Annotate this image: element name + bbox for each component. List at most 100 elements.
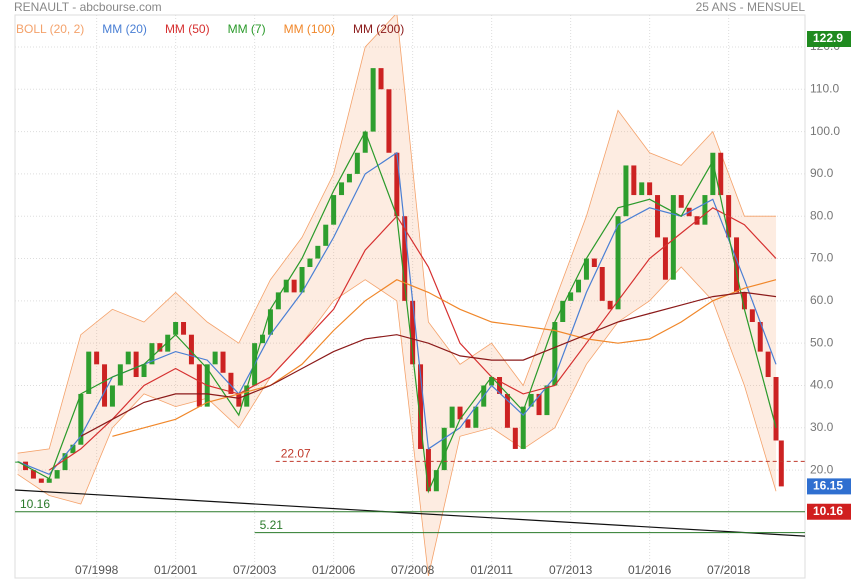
candle: [639, 182, 645, 196]
candle: [283, 279, 289, 293]
plot-layer: [15, 15, 805, 578]
x-tick-label: 07/2008: [391, 563, 435, 577]
candle: [552, 322, 558, 386]
legend-entry: MM (7): [228, 22, 266, 36]
candle: [607, 300, 613, 310]
candle: [181, 322, 187, 335]
x-tick-label: 01/2016: [628, 563, 672, 577]
candle: [102, 364, 108, 407]
candle: [188, 334, 194, 365]
y-tick-label: 40.0: [810, 378, 834, 392]
candle: [473, 406, 479, 428]
candle: [599, 266, 605, 301]
candle: [267, 309, 273, 335]
candle: [741, 292, 747, 310]
legend-entry: MM (20): [102, 22, 147, 36]
candle: [457, 406, 463, 420]
candle: [749, 309, 755, 323]
trendline: [15, 489, 805, 537]
candle: [773, 377, 779, 441]
candle: [655, 195, 661, 238]
x-tick-label: 07/2018: [707, 563, 751, 577]
chart-title: RENAULT - abcbourse.com: [14, 0, 162, 14]
candle: [196, 364, 202, 407]
moving-average: [80, 291, 777, 437]
candle: [631, 165, 637, 196]
candle: [291, 279, 297, 293]
candle: [433, 470, 439, 492]
x-tick-label: 01/2006: [312, 563, 356, 577]
candle: [78, 393, 84, 445]
candle: [275, 292, 281, 310]
candle: [212, 351, 218, 365]
candle: [117, 364, 123, 386]
plot-area: [14, 14, 806, 579]
candle: [591, 258, 597, 267]
candle: [583, 258, 589, 280]
candle: [623, 165, 629, 217]
candle: [86, 351, 92, 394]
candle: [331, 195, 337, 225]
candle: [157, 343, 163, 352]
candle: [778, 440, 784, 487]
candle: [615, 216, 621, 310]
band-fill: [17, 15, 777, 576]
candle: [149, 343, 155, 365]
candle: [394, 152, 400, 217]
y-tick-label: 30.0: [810, 420, 834, 434]
y-tick-label: 50.0: [810, 335, 834, 349]
x-tick-label: 01/2011: [470, 563, 513, 577]
candle: [449, 406, 455, 428]
band-line: [17, 266, 777, 576]
legend-entry: MM (100): [284, 22, 335, 36]
candle: [228, 372, 234, 394]
candle: [568, 292, 574, 301]
candle: [260, 334, 266, 344]
y-tick-label: 60.0: [810, 293, 834, 307]
candle: [662, 237, 668, 280]
candle: [718, 152, 724, 196]
candle: [504, 393, 510, 428]
candle: [370, 68, 376, 132]
candle: [244, 385, 250, 407]
moving-average: [112, 279, 777, 437]
candle: [710, 152, 716, 196]
candle: [410, 300, 416, 365]
candle: [30, 470, 36, 479]
candle: [133, 351, 139, 378]
candle: [465, 419, 471, 428]
candle: [339, 182, 345, 196]
chart-subtitle: 25 ANS - MENSUEL: [696, 0, 806, 14]
candle: [512, 427, 518, 449]
candle: [346, 173, 352, 183]
x-tick-label: 07/1998: [75, 563, 119, 577]
candle: [70, 444, 76, 454]
candle: [109, 385, 115, 407]
candle: [307, 258, 313, 267]
candle: [236, 393, 242, 407]
candle: [46, 478, 52, 483]
candle: [38, 478, 44, 483]
x-tick-label: 01/2001: [154, 563, 198, 577]
price-tag-label: 122.9: [813, 31, 843, 45]
candle: [544, 385, 550, 416]
legend-entry: MM (200): [353, 22, 404, 36]
legend-entry: BOLL (20, 2): [16, 22, 84, 36]
level-label: 22.07: [281, 447, 311, 461]
candle: [702, 195, 708, 225]
candle: [765, 351, 771, 378]
legend-entry: MM (50): [165, 22, 210, 36]
candle: [425, 448, 431, 492]
candle: [141, 364, 147, 378]
candle: [647, 182, 653, 196]
candle: [173, 322, 179, 335]
x-tick-label: 07/2013: [549, 563, 593, 577]
candle: [315, 245, 321, 259]
candle: [418, 364, 424, 449]
moving-average: [17, 130, 777, 494]
candle: [323, 224, 329, 246]
candle: [165, 334, 171, 352]
moving-average: [48, 207, 777, 471]
